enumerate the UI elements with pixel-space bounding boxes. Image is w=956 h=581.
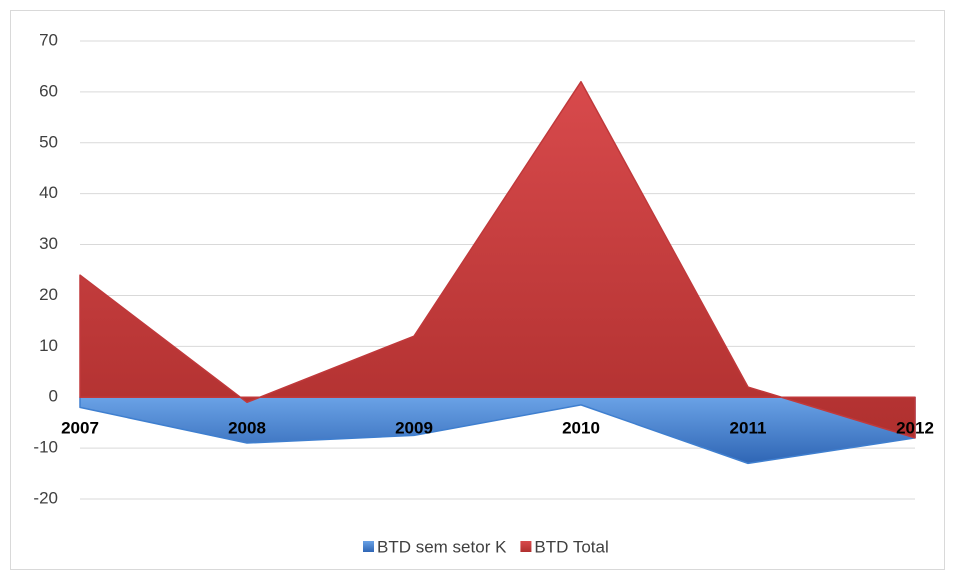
- y-tick-label: 60: [39, 81, 58, 100]
- y-tick-label: 0: [49, 387, 58, 406]
- x-tick-label: 2010: [562, 419, 600, 438]
- legend-swatch: [363, 541, 374, 552]
- legend-label: BTD sem setor K: [377, 537, 507, 556]
- y-tick-label: 20: [39, 285, 58, 304]
- y-tick-label: 30: [39, 234, 58, 253]
- x-tick-label: 2012: [896, 419, 934, 438]
- y-tick-label: 50: [39, 132, 58, 151]
- x-tick-label: 2009: [395, 419, 433, 438]
- y-tick-label: 40: [39, 183, 58, 202]
- x-tick-label: 2011: [730, 419, 767, 438]
- y-tick-label: 70: [39, 30, 58, 49]
- y-tick-label: 10: [39, 336, 58, 355]
- legend-label: BTD Total: [534, 537, 608, 556]
- y-tick-label: -20: [33, 488, 58, 507]
- legend-swatch: [520, 541, 532, 552]
- y-tick-label: -10: [33, 438, 58, 457]
- x-tick-label: 2008: [228, 419, 266, 438]
- area: [79, 80, 916, 439]
- x-tick-label: 2007: [61, 419, 99, 438]
